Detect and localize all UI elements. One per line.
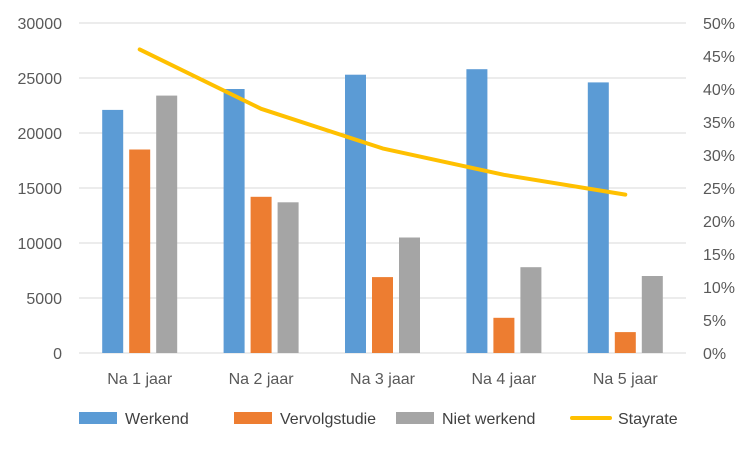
y-tick-label: 15000	[18, 181, 63, 198]
bar-niet-werkend	[399, 237, 420, 353]
x-tick-label: Na 2 jaar	[229, 371, 295, 388]
y-tick-label: 0	[53, 346, 62, 363]
y2-tick-label: 25%	[703, 181, 735, 198]
bar-niet-werkend	[520, 267, 542, 353]
y-tick-label: 5000	[26, 291, 62, 308]
y-tick-label: 25000	[18, 71, 63, 88]
y2-tick-label: 0%	[703, 346, 726, 363]
y2-tick-label: 40%	[703, 82, 735, 99]
bar-vervolgstudie	[129, 149, 151, 353]
legend-werkend-label: Werkend	[125, 411, 189, 428]
bar-niet-werkend	[277, 202, 299, 353]
y2-tick-label: 45%	[703, 49, 735, 66]
x-tick-label: Na 5 jaar	[593, 371, 659, 388]
y-tick-label: 20000	[18, 126, 63, 143]
legend-vervolgstudie-label: Vervolgstudie	[280, 411, 376, 428]
y2-tick-label: 20%	[703, 214, 735, 231]
y2-tick-label: 10%	[703, 280, 735, 297]
bar-vervolgstudie	[250, 196, 272, 353]
legend-stayrate-label: Stayrate	[618, 411, 678, 428]
bar-werkend	[466, 69, 488, 353]
y2-tick-label: 50%	[703, 16, 735, 33]
x-tick-label: Na 3 jaar	[350, 371, 416, 388]
y2-tick-label: 15%	[703, 247, 735, 264]
y2-tick-label: 30%	[703, 148, 735, 165]
x-tick-label: Na 4 jaar	[471, 371, 537, 388]
legend-niet-werkend-swatch	[396, 412, 434, 424]
bar-vervolgstudie	[372, 277, 393, 353]
bar-werkend	[223, 89, 245, 353]
bar-werkend	[345, 74, 366, 353]
x-tick-label: Na 1 jaar	[107, 371, 173, 388]
bar-werkend	[587, 82, 609, 354]
y2-tick-label: 5%	[703, 313, 726, 330]
bar-niet-werkend	[641, 276, 663, 353]
legend-niet-werkend-label: Niet werkend	[442, 411, 535, 428]
y-tick-label: 10000	[18, 236, 63, 253]
bar-werkend	[102, 109, 124, 354]
y2-tick-label: 35%	[703, 115, 735, 132]
legend-werkend-swatch	[79, 412, 117, 424]
bar-niet-werkend	[156, 95, 178, 353]
bar-vervolgstudie	[614, 332, 636, 353]
line-stayrate	[137, 47, 628, 197]
y-tick-label: 30000	[18, 16, 63, 33]
bar-vervolgstudie	[493, 317, 515, 353]
legend-vervolgstudie-swatch	[234, 412, 272, 424]
